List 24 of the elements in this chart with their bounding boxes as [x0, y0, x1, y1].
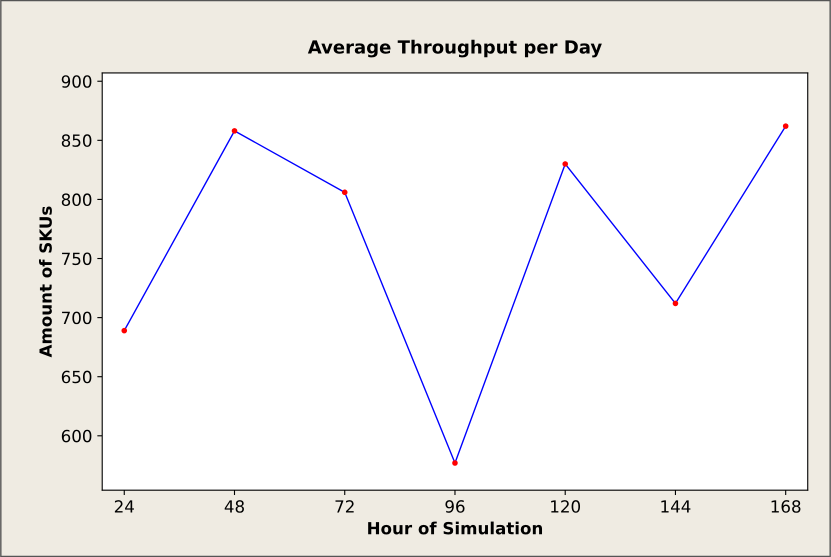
- y-tick-label: 900: [62, 75, 92, 88]
- y-tick-label: 700: [62, 312, 92, 324]
- x-tick-label: 144: [661, 500, 690, 513]
- y-axis-title: Amount of SKUs: [38, 206, 52, 358]
- x-tick-label: 24: [114, 500, 134, 513]
- chart-title: Average Throughput per Day: [308, 40, 602, 58]
- x-tick-label: 72: [336, 500, 354, 513]
- x-tick-label: 120: [551, 500, 580, 513]
- point: [342, 190, 348, 196]
- point: [562, 161, 568, 167]
- x-tick-label: 48: [224, 500, 244, 513]
- y-tick-label: 800: [62, 193, 92, 206]
- point: [121, 328, 128, 334]
- x-tick-label: 96: [445, 500, 465, 513]
- x-axis-title: Hour of Simulation: [368, 522, 542, 534]
- point: [452, 460, 458, 466]
- point: [232, 128, 238, 134]
- y-tick-label: 650: [62, 370, 92, 384]
- point: [672, 300, 678, 306]
- x-tick-label: 168: [772, 500, 800, 513]
- y-tick-label: 750: [62, 252, 92, 266]
- y-tick-label: 850: [62, 134, 92, 147]
- point: [782, 123, 788, 129]
- y-tick-label: 600: [62, 430, 92, 442]
